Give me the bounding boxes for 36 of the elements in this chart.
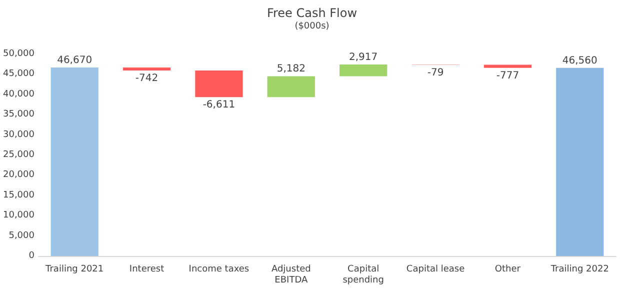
y-tick-label: 20,000 — [2, 170, 35, 180]
x-tick-label: Adjusted EBITDA — [271, 264, 311, 286]
chart-title: Free Cash Flow — [266, 6, 358, 20]
y-tick-label: 25,000 — [2, 150, 35, 160]
x-tick-label: Income taxes — [188, 264, 250, 274]
y-tick-label: 35,000 — [2, 110, 35, 120]
y-tick-label: 15,000 — [2, 190, 35, 200]
x-tick-label: Other — [494, 264, 521, 274]
bar — [556, 68, 604, 256]
x-tick-label: Trailing 2021 — [44, 264, 104, 274]
y-tick-label: 0 — [28, 251, 35, 261]
bar — [484, 64, 532, 68]
chart-subtitle: ($000s) — [294, 22, 330, 32]
data-label: 5,182 — [276, 64, 306, 75]
x-tick-label: Capital lease — [406, 264, 466, 274]
data-label: 2,917 — [349, 52, 378, 63]
data-label: 46,670 — [57, 54, 92, 66]
bar — [122, 67, 171, 70]
bar — [50, 67, 98, 256]
y-tick-label: 40,000 — [2, 89, 35, 100]
data-label: -742 — [135, 72, 158, 84]
data-label: -777 — [496, 70, 520, 82]
y-tick-label: 10,000 — [2, 210, 35, 221]
data-label: -6,611 — [202, 100, 236, 111]
x-tick-label: Capital spending — [342, 264, 384, 286]
x-tick-label: Trailing 2022 — [550, 264, 609, 274]
y-tick-label: 50,000 — [2, 49, 35, 59]
y-tick-label: 30,000 — [2, 130, 35, 140]
bar — [340, 64, 388, 76]
x-tick-label: Interest — [129, 264, 165, 274]
bar — [195, 70, 243, 98]
y-tick-label: 45,000 — [2, 69, 35, 80]
data-label: -79 — [427, 67, 444, 78]
bar — [267, 76, 315, 98]
data-label: 46,560 — [562, 55, 598, 66]
y-tick-label: 5,000 — [8, 230, 35, 241]
